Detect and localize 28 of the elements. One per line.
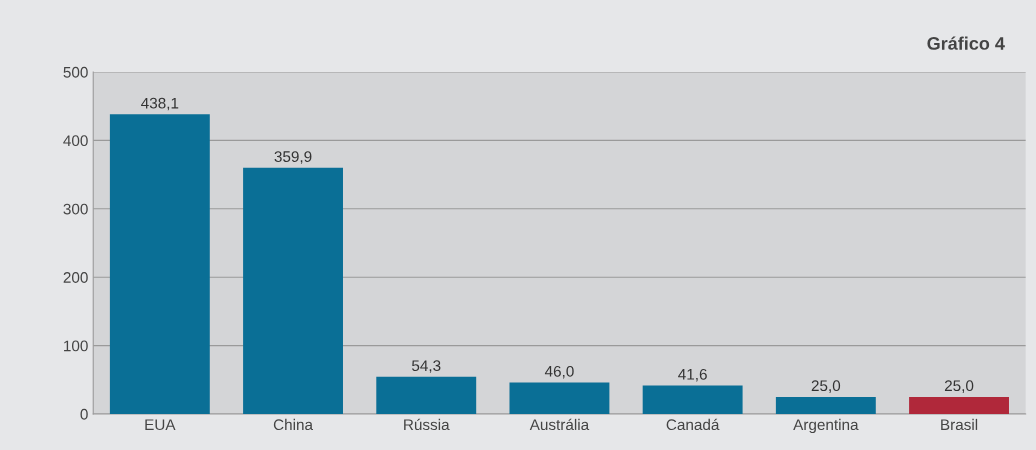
- bar: [909, 396, 1009, 414]
- bar: [509, 382, 610, 414]
- x-tick-label: Austrália: [529, 418, 590, 431]
- data-label: 25,0: [944, 380, 974, 393]
- y-tick-label: 200: [63, 272, 88, 283]
- chart-title: Gráfico 4: [927, 36, 1005, 50]
- x-tick-label: China: [273, 418, 313, 431]
- bar: [243, 167, 343, 414]
- data-label: 54,3: [411, 360, 441, 373]
- y-tick-label: 400: [63, 135, 88, 147]
- x-tick-label: Brasil: [941, 418, 978, 431]
- data-label: 438,1: [141, 97, 179, 111]
- x-tick-label: Argentina: [793, 418, 859, 434]
- x-tick-label: Canadá: [666, 418, 720, 431]
- y-tick-label: 500: [63, 66, 88, 78]
- y-tick-label: 100: [64, 340, 88, 352]
- x-tick-label: Rússia: [404, 418, 450, 431]
- data-label: 359,9: [274, 151, 312, 164]
- x-tick-label: EUA: [145, 419, 176, 431]
- data-label: 41,6: [678, 368, 707, 382]
- bar: [109, 114, 210, 414]
- bar: [775, 396, 876, 414]
- bar: [642, 385, 743, 414]
- bar: [376, 376, 477, 414]
- data-label: 25,0: [811, 380, 841, 393]
- data-label: 46,0: [544, 365, 574, 379]
- y-tick-label: 300: [63, 203, 88, 215]
- y-tick-label: 0: [80, 408, 88, 420]
